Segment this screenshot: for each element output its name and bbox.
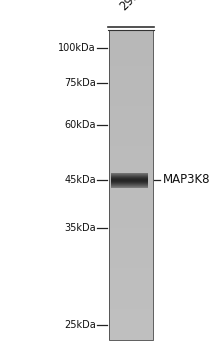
- Text: MAP3K8: MAP3K8: [162, 173, 210, 186]
- Text: 60kDa: 60kDa: [65, 120, 96, 130]
- Text: 100kDa: 100kDa: [58, 43, 96, 53]
- Bar: [109, 30, 153, 340]
- Text: 75kDa: 75kDa: [64, 78, 96, 88]
- Text: 25kDa: 25kDa: [64, 320, 96, 330]
- Text: 293T: 293T: [117, 0, 147, 13]
- Text: 35kDa: 35kDa: [64, 223, 96, 233]
- Text: 45kDa: 45kDa: [64, 175, 96, 184]
